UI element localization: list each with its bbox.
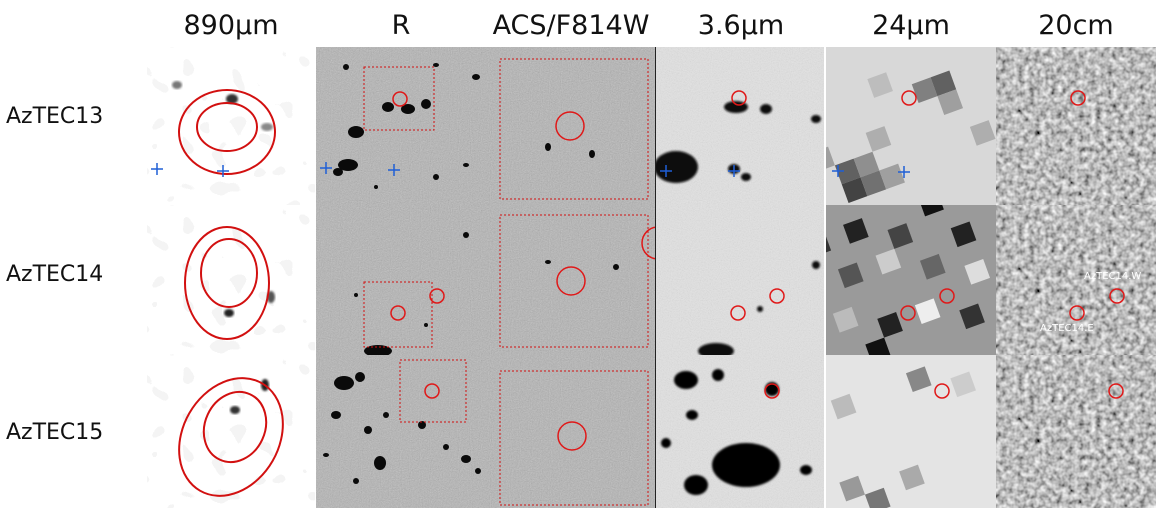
column-separator (655, 47, 656, 508)
row-label-aztec13: AzTEC13 (6, 104, 104, 129)
panel-aztec14-r-acs (316, 205, 656, 355)
column-title-20cm: 20cm (1038, 10, 1114, 41)
panel-aztec13-3-6um (656, 47, 824, 205)
row-label-aztec14: AzTEC14 (6, 262, 104, 287)
panel-aztec14-20cm: AzTEC14.W AzTEC14.E (996, 205, 1156, 355)
plus-marker-icon (151, 163, 229, 177)
panel-aztec15-24um (826, 355, 996, 508)
panel-aztec13-24um (826, 47, 996, 205)
plus-marker-icon (660, 165, 740, 177)
panel-aztec13-890um (147, 47, 315, 205)
source-label-aztec14-w: AzTEC14.W (1084, 271, 1141, 282)
panel-aztec15-20cm (996, 355, 1156, 508)
row-label-aztec15: AzTEC15 (6, 420, 104, 445)
panel-aztec15-3-6um (656, 355, 824, 508)
panel-aztec15-r-acs (316, 355, 656, 508)
panel-aztec14-3-6um (656, 205, 824, 355)
panel-aztec15-890um (147, 355, 315, 508)
column-title-890um: 890μm (183, 10, 279, 41)
column-title-3-6um: 3.6μm (697, 10, 785, 41)
panel-aztec13-20cm (996, 47, 1156, 205)
column-title-r-band: R (391, 10, 411, 41)
column-title-24um: 24μm (872, 10, 950, 41)
panel-aztec14-24um (826, 205, 996, 355)
panel-aztec13-r-acs (316, 47, 656, 205)
plus-marker-icon (832, 165, 910, 178)
plus-marker-icon (320, 162, 400, 176)
column-title-acs-f814w: ACS/F814W (492, 10, 650, 41)
panel-aztec14-890um (147, 205, 315, 355)
source-label-aztec14-e: AzTEC14.E (1040, 323, 1094, 334)
